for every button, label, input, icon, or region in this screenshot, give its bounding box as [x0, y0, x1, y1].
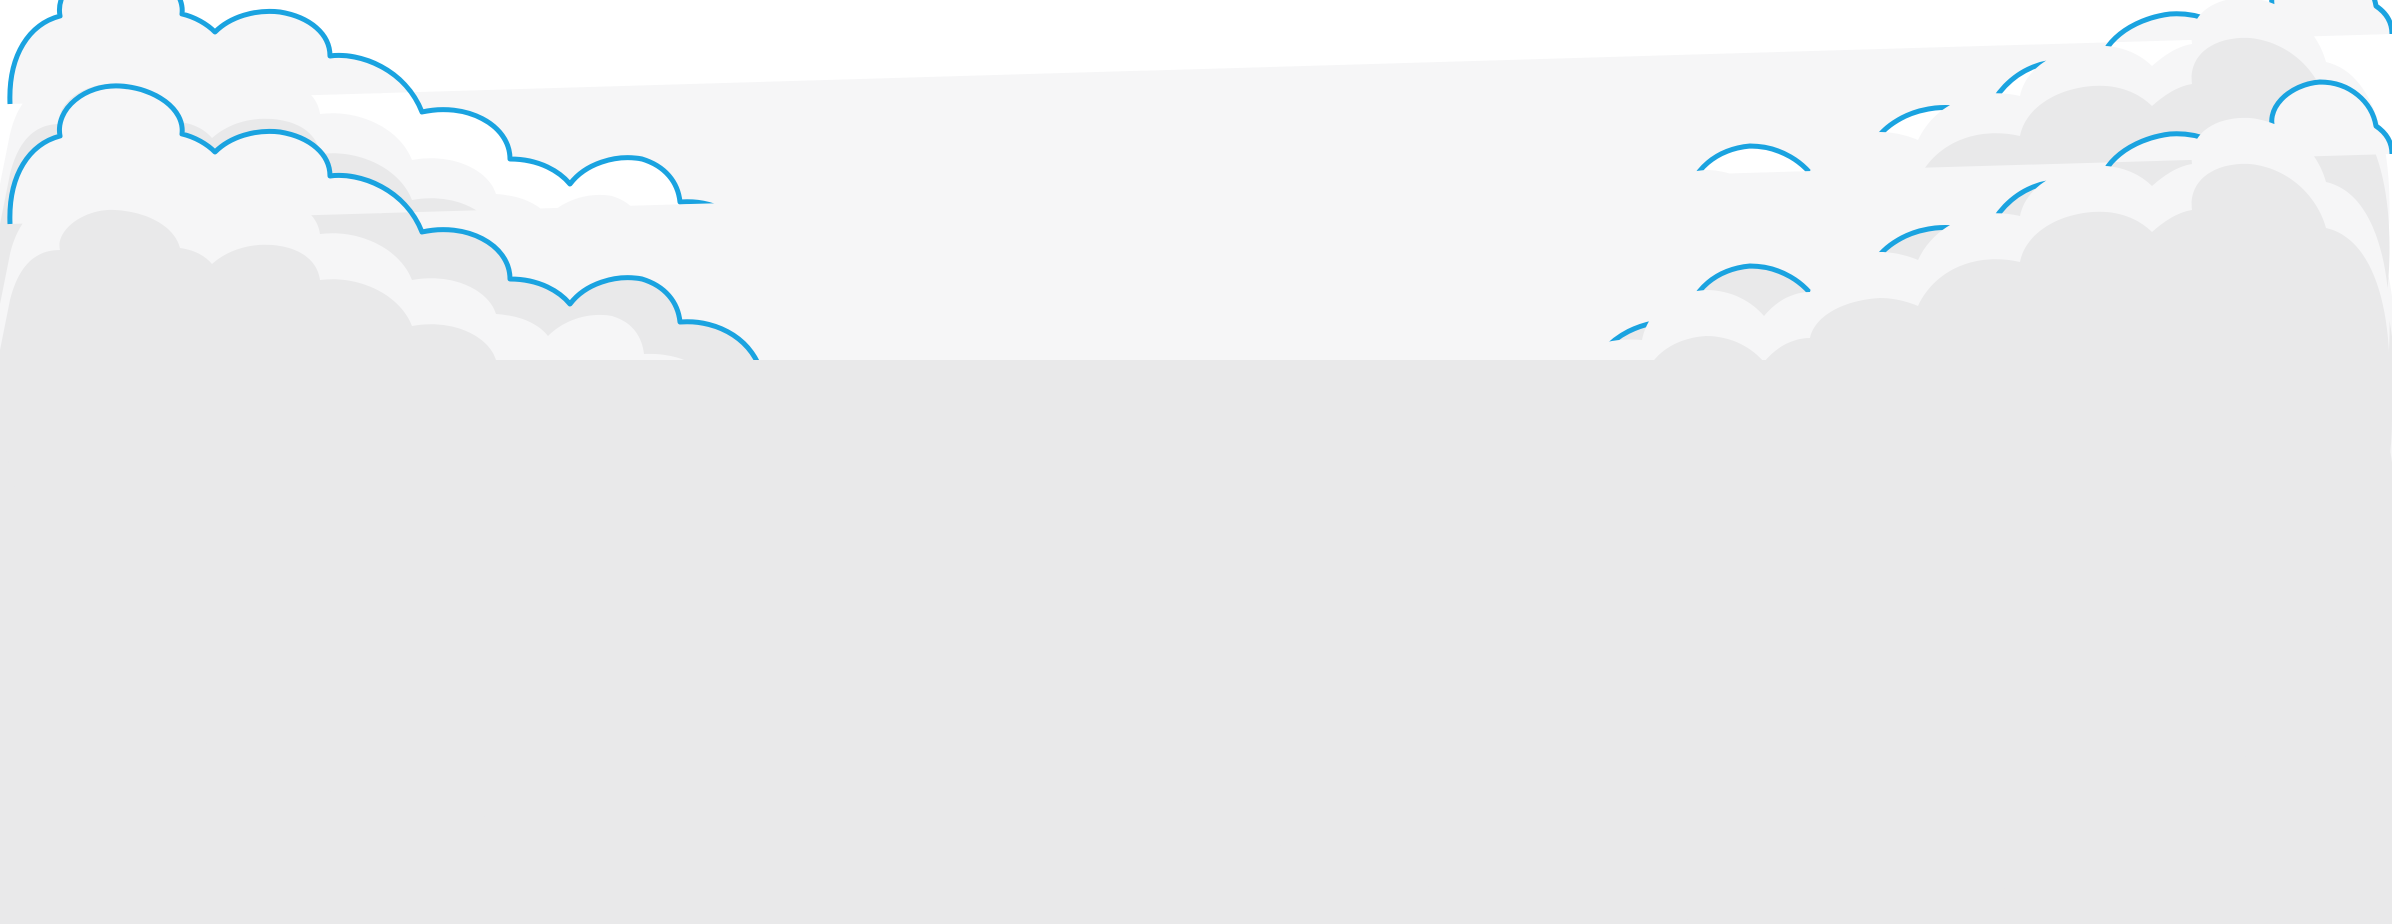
cloud-belly-left	[0, 360, 2392, 921]
